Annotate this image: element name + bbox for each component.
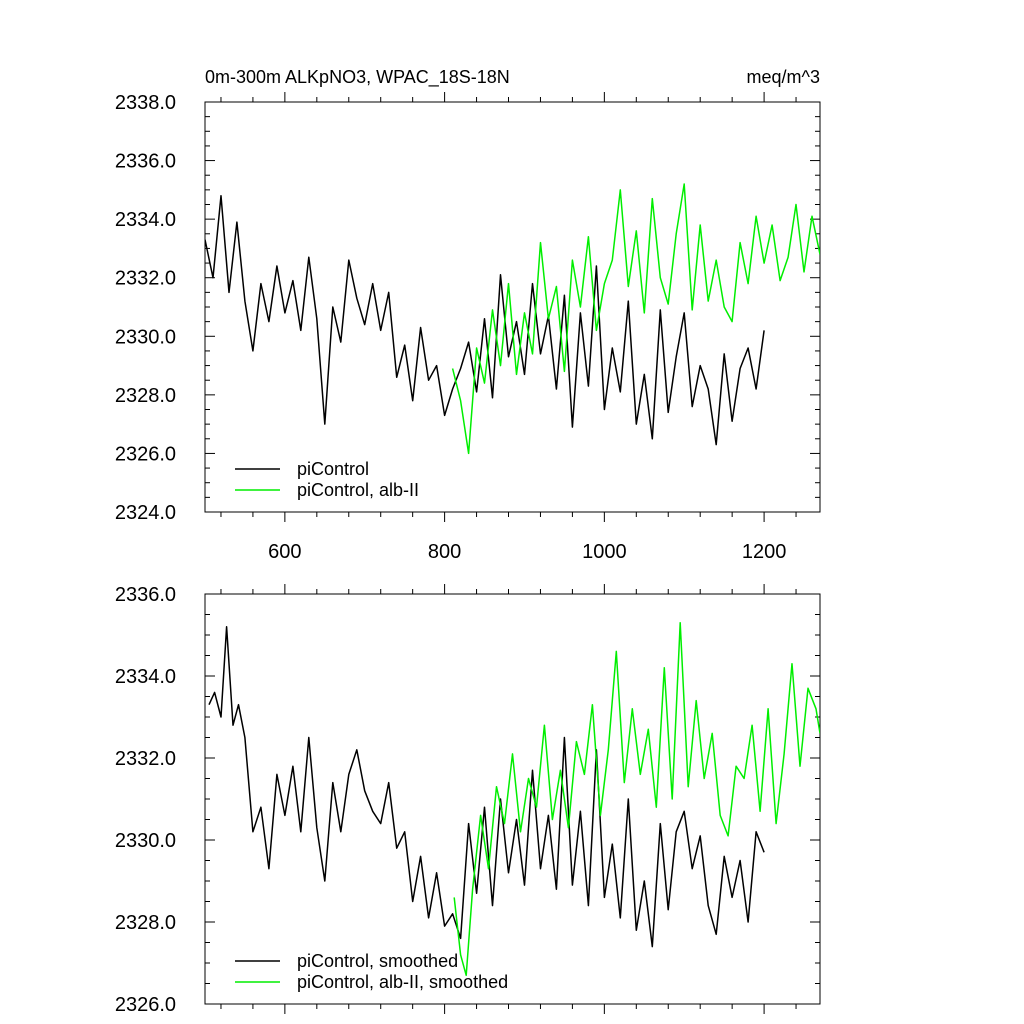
bottom-legend-label-1: piControl, alb-II, smoothed: [297, 972, 508, 992]
bottom-legend-label-0: piControl, smoothed: [297, 951, 458, 971]
bottom-y-tick-labels: 2326.0 2328.0 2330.0 2332.0 2334.0 2336.0: [115, 584, 176, 1016]
top-xtick-label-3: 1200: [742, 541, 787, 563]
top-legend-label-1: piControl, alb-II: [297, 480, 419, 500]
bottom-ytick-label-4: 2334.0: [115, 666, 176, 688]
top-title-right: meq/m^3: [747, 67, 820, 87]
top-ytick-label-2: 2328.0: [115, 385, 176, 407]
top-y-tick-labels: 2324.0 2326.0 2328.0 2330.0 2332.0 2334.0 2336…: [115, 92, 176, 524]
bottom-panel: 2326.0 2328.0 2330.0 2332.0 2334.0 2336.0 piC…: [115, 584, 821, 1016]
bottom-ytick-label-2: 2330.0: [115, 830, 176, 852]
top-series-line-1: [451, 183, 820, 455]
bottom-series-line-0: [208, 626, 765, 948]
top-xtick-label-1: 800: [428, 541, 461, 563]
top-series-lines: [205, 183, 820, 455]
top-x-tick-labels: 600 800 1000 1200: [268, 541, 786, 563]
top-ytick-label-7: 2338.0: [115, 92, 176, 114]
bottom-ticks: [205, 584, 820, 1014]
top-ytick-label-5: 2334.0: [115, 209, 176, 231]
bottom-ytick-label-0: 2326.0: [115, 994, 176, 1016]
top-series-line-0: [205, 194, 765, 446]
bottom-ytick-label-5: 2336.0: [115, 584, 176, 606]
top-ytick-label-4: 2332.0: [115, 268, 176, 290]
top-legend: piControl piControl, alb-II: [235, 459, 419, 500]
top-xtick-label-2: 1000: [582, 541, 627, 563]
top-xtick-label-0: 600: [268, 541, 301, 563]
bottom-ytick-label-3: 2332.0: [115, 748, 176, 770]
top-legend-label-0: piControl: [297, 459, 369, 479]
bottom-series-line-1: [453, 621, 820, 977]
top-panel: 0m-300m ALKpNO3, WPAC_18S-18N meq/m^3 23…: [115, 67, 821, 563]
bottom-ytick-label-1: 2328.0: [115, 912, 176, 934]
top-ytick-label-0: 2324.0: [115, 502, 176, 524]
bottom-legend: piControl, smoothed piControl, alb-II, s…: [235, 951, 508, 992]
top-title-left: 0m-300m ALKpNO3, WPAC_18S-18N: [205, 67, 510, 88]
top-ytick-label-1: 2326.0: [115, 443, 176, 465]
bottom-series-lines: [208, 621, 820, 977]
top-ytick-label-6: 2336.0: [115, 151, 176, 173]
top-ytick-label-3: 2330.0: [115, 326, 176, 348]
